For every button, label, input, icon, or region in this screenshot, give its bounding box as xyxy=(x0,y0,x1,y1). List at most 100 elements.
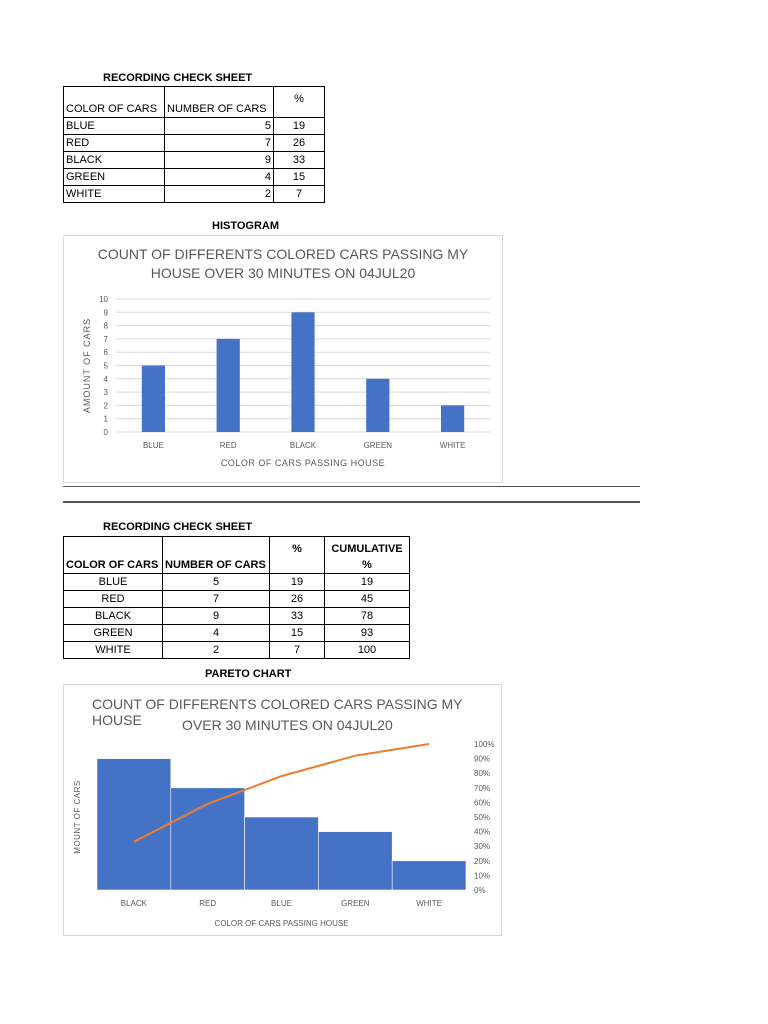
bar xyxy=(366,378,390,432)
cell-count: 7 xyxy=(162,590,270,608)
cell-count: 2 xyxy=(164,185,274,203)
cell-count: 4 xyxy=(164,168,274,186)
y2-tick-label: 10% xyxy=(474,871,490,880)
bar xyxy=(141,365,165,432)
cell-count: 5 xyxy=(164,117,274,135)
y2-tick-label: 30% xyxy=(474,842,490,851)
histogram-label: HISTOGRAM xyxy=(212,220,280,232)
histogram-title-line1: COUNT OF DIFFERENTS COLORED CARS PASSING… xyxy=(97,246,469,262)
y2-tick-label: 20% xyxy=(474,857,490,866)
cell-count: 7 xyxy=(164,134,274,152)
y-tick-label: 1 xyxy=(104,415,109,424)
y-tick-label: 7 xyxy=(104,335,109,344)
cumulative-check-sheet-table: COLOR OF CARS NUMBER OF CARS % CUMULATIV… xyxy=(63,536,410,659)
histogram-plot: 0 1 2 3 4 5 6 7 8 9 10 BLUE RED BLACK GREEN WHITE COLOR … xyxy=(82,295,490,468)
cell-color: RED xyxy=(63,134,165,152)
header-color: COLOR OF CARS xyxy=(63,86,165,118)
table-row: BLUE 5 19 xyxy=(63,117,325,135)
histogram-title-line2: HOUSE OVER 30 MINUTES ON 04JUL20 xyxy=(150,265,416,281)
sheet1-title: RECORDING CHECK SHEET xyxy=(103,72,253,84)
cell-pct: 19 xyxy=(273,117,325,135)
cell-pct: 19 xyxy=(269,573,325,591)
bar xyxy=(391,860,467,891)
cell-pct: 7 xyxy=(269,641,325,659)
sheet2-title: RECORDING CHECK SHEET xyxy=(103,521,253,533)
x-tick-label: RED xyxy=(199,899,216,908)
y-tick-label: 5 xyxy=(104,362,109,371)
cell-cumulative: 78 xyxy=(324,607,410,625)
y-axis-label: AMOUNT OF CARS xyxy=(82,318,92,413)
x-axis-label: COLOR OF CARS PASSING HOUSE xyxy=(214,919,348,928)
pareto-plot: BLACK RED BLUE GREEN WHITE 0% 10% 20% 30% 40% 50% 6… xyxy=(73,740,494,928)
cell-color: GREEN xyxy=(63,168,165,186)
y2-tick-label: 0% xyxy=(474,886,486,895)
cumulative-line xyxy=(133,743,430,843)
cell-pct: 26 xyxy=(273,134,325,152)
y-tick-label: 0 xyxy=(104,428,109,437)
cell-color: BLACK xyxy=(63,151,165,169)
header-color: COLOR OF CARS xyxy=(63,536,163,574)
pareto-label: PARETO CHART xyxy=(205,668,292,680)
x-tick-label: WHITE xyxy=(416,899,442,908)
pareto-title-line2: OVER 30 MINUTES ON 04JUL20 xyxy=(182,717,393,733)
cell-color: BLUE xyxy=(63,117,165,135)
cell-count: 2 xyxy=(162,641,270,659)
cell-color: WHITE xyxy=(63,185,165,203)
table-row: GREEN 4 15 93 xyxy=(63,624,410,642)
cell-pct: 7 xyxy=(273,185,325,203)
x-axis-label: COLOR OF CARS PASSING HOUSE xyxy=(221,458,385,468)
table-row: GREEN 4 15 xyxy=(63,168,325,186)
bar xyxy=(318,831,393,891)
header-pct: % xyxy=(269,536,325,574)
header-count: NUMBER OF CARS xyxy=(164,86,274,118)
cell-color: RED xyxy=(63,590,163,608)
bar xyxy=(441,405,465,432)
cell-pct: 33 xyxy=(273,151,325,169)
cell-pct: 15 xyxy=(273,168,325,186)
cell-cumulative: 100 xyxy=(324,641,410,659)
cell-cumulative: 93 xyxy=(324,624,410,642)
y2-tick-label: 100% xyxy=(474,740,494,749)
bar xyxy=(96,758,172,891)
histogram-chart: COUNT OF DIFFERENTS COLORED CARS PASSING… xyxy=(63,235,503,483)
table-row: BLACK 9 33 78 xyxy=(63,607,410,625)
cell-color: GREEN xyxy=(63,624,163,642)
y-tick-label: 8 xyxy=(104,322,109,331)
cell-color: BLUE xyxy=(63,573,163,591)
cell-pct: 26 xyxy=(269,590,325,608)
x-tick-label: WHITE xyxy=(440,441,466,450)
x-tick-label: RED xyxy=(220,441,237,450)
cell-count: 4 xyxy=(162,624,270,642)
y-tick-label: 6 xyxy=(104,348,109,357)
header-pct: % xyxy=(273,86,325,118)
x-tick-label: BLACK xyxy=(290,441,317,450)
x-tick-label: GREEN xyxy=(341,899,370,908)
cell-count: 5 xyxy=(162,573,270,591)
y-tick-label: 4 xyxy=(104,375,109,384)
cell-cumulative: 19 xyxy=(324,573,410,591)
y2-tick-label: 60% xyxy=(474,798,490,807)
table-row: RED 7 26 xyxy=(63,134,325,152)
cell-color: WHITE xyxy=(63,641,163,659)
table-row: WHITE 2 7 100 xyxy=(63,641,410,659)
header-count: NUMBER OF CARS xyxy=(162,536,270,574)
y2-tick-label: 70% xyxy=(474,784,490,793)
y2-tick-label: 80% xyxy=(474,769,490,778)
y-tick-label: 3 xyxy=(104,388,109,397)
bar xyxy=(291,312,315,432)
divider-line xyxy=(63,501,640,503)
table-row: BLACK 9 33 xyxy=(63,151,325,169)
pareto-title-line1: COUNT OF DIFFERENTS COLORED CARS PASSING… xyxy=(92,696,463,728)
check-sheet-table: COLOR OF CARS NUMBER OF CARS % BLUE 5 19… xyxy=(63,86,325,203)
x-tick-label: BLACK xyxy=(121,899,148,908)
header-cumulative: CUMULATIVE % xyxy=(324,536,410,574)
x-tick-label: BLUE xyxy=(143,441,164,450)
y-tick-label: 10 xyxy=(99,295,108,304)
cell-pct: 33 xyxy=(269,607,325,625)
table-header-row: COLOR OF CARS NUMBER OF CARS % CUMULATIV… xyxy=(63,536,410,574)
y2-tick-label: 40% xyxy=(474,828,490,837)
cell-count: 9 xyxy=(164,151,274,169)
y2-tick-label: 90% xyxy=(474,755,490,764)
divider-line xyxy=(63,486,640,487)
cell-count: 9 xyxy=(162,607,270,625)
